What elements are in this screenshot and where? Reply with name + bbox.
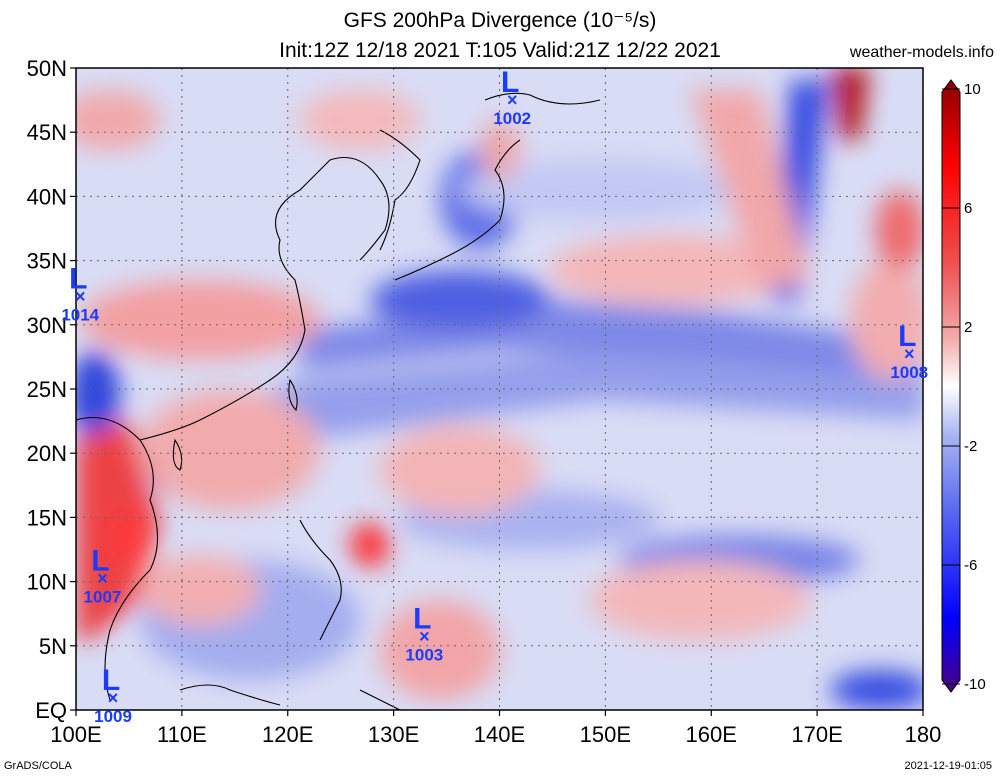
low-center: L×1003 xyxy=(405,603,443,665)
colorbar-tick-label: 2 xyxy=(964,319,972,336)
low-center: L×1002 xyxy=(493,66,531,128)
footer-credit: GrADS/COLA xyxy=(4,760,72,772)
lon-tick-label: 140E xyxy=(474,722,525,747)
low-marker: × xyxy=(97,569,108,589)
low-pressure-value: 1002 xyxy=(493,109,531,128)
low-label: L xyxy=(413,603,431,636)
colorbar: 10 6 2 -2 -6 -10 xyxy=(941,79,986,693)
lon-tick-label: 170E xyxy=(791,722,842,747)
low-marker: × xyxy=(904,344,915,364)
lat-tick-label: 25N xyxy=(27,377,67,402)
low-pressure-value: 1007 xyxy=(84,588,122,607)
lat-tick-label: 15N xyxy=(27,505,67,530)
lon-tick-label: 180 xyxy=(905,722,942,747)
lat-tick-label: EQ xyxy=(35,698,67,723)
gridlines xyxy=(76,68,923,710)
footer-timestamp: 2021-12-19-01:05 xyxy=(904,760,992,772)
colorbar-tick-label: -10 xyxy=(964,676,986,693)
lat-tick-label: 10N xyxy=(27,570,67,595)
low-center: L×1007 xyxy=(84,545,122,607)
lon-tick-label: 120E xyxy=(262,722,313,747)
lat-tick-label: 50N xyxy=(27,56,67,81)
coastlines xyxy=(76,92,601,710)
lat-axis: 50N 45N 40N 35N 30N 25N 20N 15N 10N 5N EQ xyxy=(27,56,67,723)
low-center: L×1009 xyxy=(94,664,132,726)
low-label: L xyxy=(898,320,916,353)
lat-tick-label: 20N xyxy=(27,441,67,466)
lat-tick-label: 45N xyxy=(27,120,67,145)
low-marker: × xyxy=(419,627,430,647)
lon-tick-label: 100E xyxy=(50,722,101,747)
low-label: L xyxy=(69,262,87,295)
lat-tick-label: 5N xyxy=(39,634,67,659)
lon-tick-label: 150E xyxy=(580,722,631,747)
lat-tick-label: 40N xyxy=(27,184,67,209)
low-label: L xyxy=(91,545,109,578)
low-pressure-value: 1003 xyxy=(405,646,443,665)
lon-tick-label: 110E xyxy=(157,722,207,747)
lon-tick-label: 130E xyxy=(368,722,419,747)
low-marker: × xyxy=(507,90,518,110)
low-marker: × xyxy=(75,286,86,306)
lat-tick-label: 35N xyxy=(27,249,67,274)
low-pressure-value: 1014 xyxy=(61,305,99,324)
colorbar-tick-label: 6 xyxy=(964,200,972,217)
low-center: L×1014 xyxy=(61,262,99,324)
lon-tick-label: 160E xyxy=(686,722,737,747)
map-figure: 50N 45N 40N 35N 30N 25N 20N 15N 10N 5N EQ 100E 110E… xyxy=(27,56,986,747)
lon-axis: 100E 110E 120E 130E 140E 150E 160E 170E 180 xyxy=(50,722,941,747)
low-label: L xyxy=(501,66,519,99)
divergence-field xyxy=(76,68,923,710)
lat-tick-label: 30N xyxy=(27,313,67,338)
site-label: weather-models.info xyxy=(849,44,994,61)
chart-subtitle: Init:12Z 12/18 2021 T:105 Valid:21Z 12/2… xyxy=(279,39,721,62)
chart-title: GFS 200hPa Divergence (10⁻⁵/s) xyxy=(343,9,657,32)
low-marker: × xyxy=(108,688,119,708)
colorbar-tick-label: -6 xyxy=(964,557,977,574)
colorbar-tick-label: 10 xyxy=(964,81,981,98)
low-pressure-value: 1009 xyxy=(94,707,132,726)
low-center: L×1008 xyxy=(890,320,928,382)
low-pressure-value: 1008 xyxy=(890,363,928,382)
low-label: L xyxy=(102,664,120,697)
colorbar-tick-label: -2 xyxy=(964,438,977,455)
